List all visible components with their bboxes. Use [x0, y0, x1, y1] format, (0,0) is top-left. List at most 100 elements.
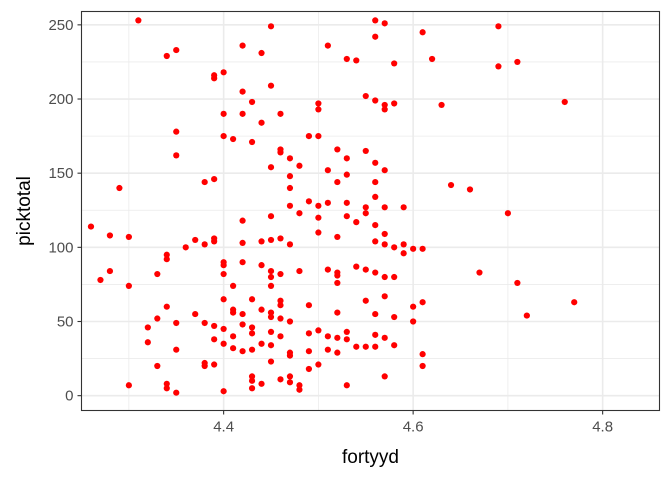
data-point — [267, 23, 275, 30]
data-point — [239, 217, 246, 224]
y-tick-label: 0 — [65, 388, 73, 405]
data-point — [144, 339, 151, 346]
data-point — [173, 46, 180, 54]
data-point — [258, 238, 265, 245]
data-point — [353, 219, 360, 226]
data-point — [267, 282, 275, 290]
data-point — [248, 324, 256, 331]
data-point — [267, 358, 275, 365]
data-point — [182, 244, 189, 251]
data-point — [381, 204, 388, 211]
data-point — [372, 159, 379, 166]
data-point — [438, 101, 445, 109]
data-point — [135, 17, 142, 24]
data-point — [258, 49, 265, 57]
data-point — [391, 244, 398, 251]
data-point — [239, 88, 246, 95]
data-point — [239, 348, 246, 355]
data-point — [286, 241, 294, 248]
data-point — [372, 238, 379, 245]
data-point — [220, 325, 227, 333]
data-point — [286, 373, 294, 380]
data-point — [154, 270, 161, 278]
data-point — [267, 328, 275, 335]
data-point — [410, 318, 417, 325]
data-point — [372, 17, 379, 24]
data-point — [211, 75, 218, 82]
data-point — [476, 269, 483, 276]
data-point — [419, 299, 426, 306]
data-point — [173, 128, 180, 135]
data-point — [324, 266, 331, 273]
data-point — [514, 58, 521, 66]
data-point — [173, 319, 180, 327]
data-point — [97, 276, 104, 284]
x-tick-label: 4.4 — [213, 419, 234, 436]
data-point — [324, 167, 331, 174]
y-tick-label: 200 — [48, 91, 73, 108]
data-point — [277, 270, 284, 278]
data-point — [192, 310, 199, 318]
data-point — [343, 55, 350, 63]
data-point — [239, 239, 246, 246]
data-point — [372, 269, 379, 276]
data-point — [324, 346, 331, 353]
data-point — [419, 29, 426, 36]
data-point — [315, 132, 322, 140]
data-point — [334, 178, 341, 186]
data-point — [258, 119, 265, 126]
data-point — [381, 230, 388, 238]
data-point — [447, 181, 455, 189]
data-point — [258, 380, 265, 387]
data-point — [419, 351, 426, 358]
data-point — [220, 69, 227, 76]
data-point — [239, 321, 246, 328]
data-point — [334, 349, 341, 356]
data-point — [315, 229, 322, 236]
data-point — [211, 176, 218, 183]
data-point — [428, 55, 436, 63]
data-point — [220, 296, 227, 303]
data-point — [277, 302, 284, 309]
data-point — [334, 279, 341, 287]
data-point — [154, 315, 161, 322]
data-point — [419, 362, 426, 370]
data-point — [296, 382, 303, 389]
data-point — [362, 204, 369, 211]
data-point — [277, 333, 284, 340]
data-point — [305, 330, 313, 337]
data-point — [400, 204, 407, 211]
data-point — [305, 348, 313, 355]
data-point — [220, 388, 227, 395]
data-point — [381, 167, 388, 174]
data-point — [353, 57, 360, 64]
data-point — [220, 270, 227, 278]
data-point — [267, 213, 275, 220]
data-point — [372, 178, 379, 186]
data-point — [201, 241, 208, 248]
data-point — [248, 346, 256, 353]
data-point — [466, 186, 474, 193]
data-point — [514, 279, 521, 287]
data-point — [391, 60, 398, 67]
data-point — [315, 327, 322, 334]
data-point — [125, 382, 132, 389]
data-point — [163, 385, 170, 392]
data-point — [381, 241, 388, 248]
data-point — [315, 202, 322, 209]
data-point — [296, 386, 303, 393]
data-point — [239, 42, 246, 49]
data-point — [258, 262, 265, 269]
y-axis-title: picktotal — [14, 176, 35, 246]
data-point — [381, 20, 388, 27]
data-point — [391, 273, 398, 281]
data-point — [372, 331, 379, 338]
data-point — [211, 322, 218, 330]
data-point — [163, 380, 170, 387]
data-point — [211, 336, 218, 343]
data-point — [334, 334, 341, 341]
data-point — [239, 259, 246, 266]
data-point — [381, 373, 388, 380]
data-point — [201, 362, 208, 370]
